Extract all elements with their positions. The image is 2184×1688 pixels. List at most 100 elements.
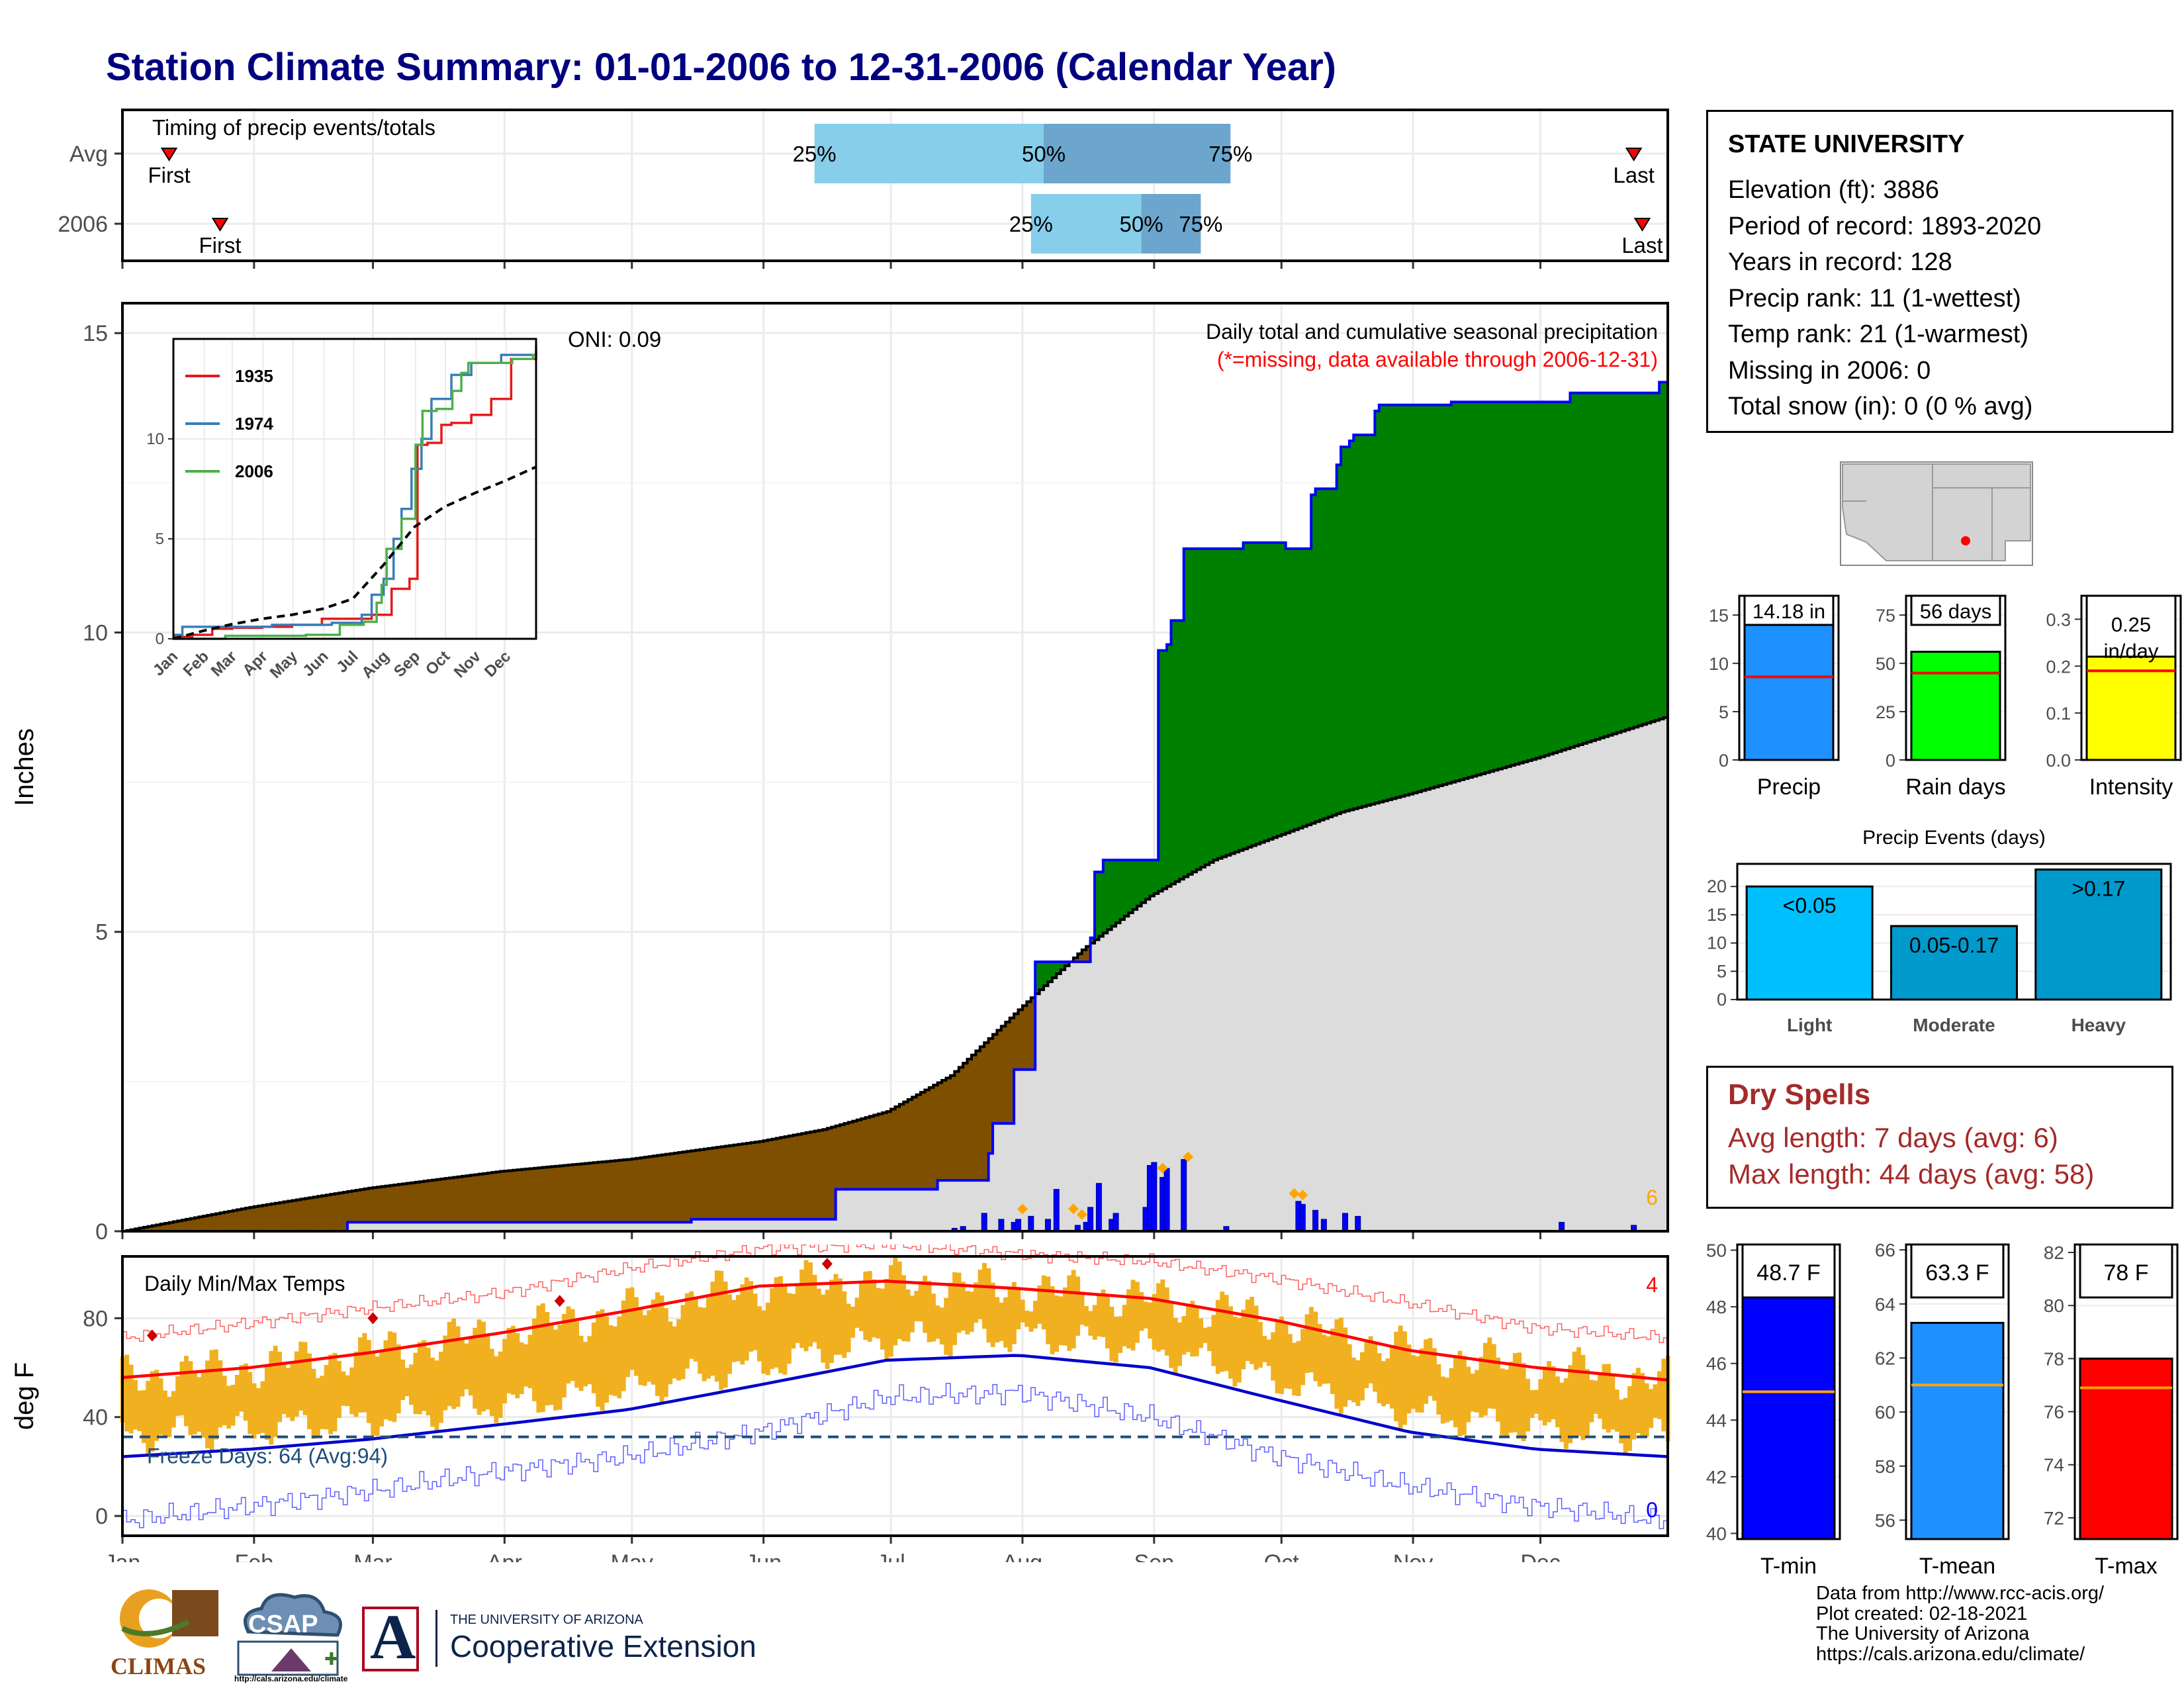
precip-below-average-segment — [283, 1201, 289, 1231]
temp-daily-bar — [353, 1351, 359, 1417]
temp-daily-bar — [549, 1324, 554, 1405]
temp-daily-bar — [587, 1336, 592, 1385]
temp-daily-bar — [939, 1307, 944, 1345]
precip-above-average-segment — [1595, 393, 1600, 739]
precip-above-average-segment — [1570, 393, 1575, 748]
events-title: Precip Events (days) — [1862, 827, 2046, 849]
temp-daily-bar — [812, 1274, 817, 1342]
summary-y-tick-label: 60 — [1875, 1402, 1895, 1423]
precip-above-average-segment — [1574, 393, 1579, 747]
temp-daily-bar — [1330, 1329, 1335, 1395]
temp-daily-bar — [1245, 1299, 1250, 1361]
precip-below-average-segment — [487, 1172, 492, 1223]
temp-daily-bar — [332, 1352, 338, 1432]
temp-daily-bar — [923, 1276, 928, 1333]
ua-block-a: A — [370, 1601, 416, 1672]
timing-last-marker — [1625, 148, 1643, 162]
temp-daily-bar — [1649, 1389, 1654, 1429]
precip-below-average-segment — [920, 1092, 926, 1190]
temp-daily-bar — [150, 1371, 155, 1452]
temp-daily-bar — [1317, 1324, 1322, 1387]
summary-y-tick-label: 5 — [1719, 702, 1729, 722]
precip-below-average-segment — [572, 1164, 577, 1223]
temp-daily-bar — [409, 1364, 414, 1405]
temp-daily-bar — [1466, 1366, 1471, 1423]
precip-below-average-segment — [759, 1141, 764, 1219]
timing-bar-q1 — [814, 124, 1044, 183]
events-bar-light — [1745, 885, 1874, 1001]
precip-above-average-segment — [1375, 410, 1380, 804]
precip-below-average-segment — [696, 1150, 701, 1219]
temp-daily-bar — [829, 1280, 834, 1363]
precip-above-average-segment — [1353, 434, 1359, 809]
precip-daily-bar — [1559, 1221, 1565, 1232]
precip-above-average-segment — [1447, 404, 1452, 784]
precip-above-average-segment — [1663, 382, 1668, 718]
precip-below-average-segment — [946, 1078, 951, 1181]
precip-above-average-segment — [1438, 404, 1443, 786]
temp-daily-bar — [341, 1371, 346, 1406]
station-precip-rank: Precip rank: 11 (1-wettest) — [1728, 284, 2021, 312]
precip-below-average-segment — [937, 1082, 942, 1181]
precip-below-average-segment — [304, 1198, 310, 1231]
temp-daily-bar — [1627, 1385, 1632, 1451]
temp-daily-bar — [909, 1295, 915, 1333]
temp-daily-bar — [205, 1360, 210, 1448]
precip-above-average-segment — [1277, 542, 1282, 837]
temp-daily-bar — [1657, 1371, 1662, 1419]
precip-below-average-segment — [984, 1043, 989, 1181]
precip-below-average-segment — [390, 1185, 395, 1223]
temp-daily-bar — [324, 1364, 329, 1430]
precip-below-average-segment — [653, 1156, 658, 1223]
summary-y-tick-label: 42 — [1706, 1467, 1727, 1487]
svg-text:✚: ✚ — [324, 1649, 339, 1669]
university-arizona-logo-icon: A — [361, 1601, 420, 1678]
temp-daily-bar — [1559, 1382, 1565, 1442]
precip-below-average-segment — [543, 1167, 548, 1223]
precip-below-average-segment — [453, 1177, 459, 1223]
precip-below-average-segment — [963, 1063, 968, 1181]
precip-below-average-segment — [165, 1223, 170, 1231]
temp-daily-bar — [672, 1326, 677, 1379]
credits: Data from http://www.rcc-acis.org/ Plot … — [1816, 1583, 2104, 1664]
precip-below-average-segment — [933, 1085, 938, 1190]
temp-daily-bar — [1185, 1305, 1191, 1352]
temp-daily-bar — [1050, 1286, 1055, 1354]
summary-y-tick-label: 10 — [1709, 654, 1729, 674]
temp-daily-bar — [1224, 1295, 1229, 1372]
precip-above-average-segment — [1349, 441, 1354, 810]
precip-below-average-segment — [738, 1144, 743, 1219]
precip-below-average-segment — [216, 1213, 221, 1231]
temp-daily-bar — [808, 1262, 813, 1347]
precip-above-average-segment — [1039, 961, 1044, 990]
temp-daily-bar — [1308, 1307, 1314, 1373]
temp-daily-bar — [960, 1282, 966, 1331]
temp-daily-bar — [1470, 1374, 1475, 1412]
temp-daily-bar — [837, 1278, 842, 1355]
temp-daily-bar — [782, 1284, 788, 1375]
temp-daily-bar — [749, 1281, 754, 1352]
precip-annotation-title: Daily total and cumulative seasonal prec… — [1206, 320, 1658, 344]
temp-daily-bar — [1266, 1339, 1271, 1366]
precip-above-average-segment — [1587, 393, 1592, 742]
timing-title: Timing of precip events/totals — [152, 115, 435, 140]
temp-daily-bar — [799, 1269, 805, 1348]
precip-below-average-segment — [538, 1168, 543, 1223]
precip-above-average-segment — [1111, 860, 1116, 927]
temp-daily-bar — [1521, 1362, 1526, 1442]
precip-below-average-segment — [381, 1186, 387, 1223]
precip-below-average-segment — [1030, 998, 1036, 1070]
timing-p75-label: 75% — [1179, 212, 1222, 236]
temp-daily-bar — [171, 1391, 176, 1428]
precip-below-average-segment — [232, 1210, 238, 1231]
temp-daily-bar — [396, 1344, 401, 1414]
temp-y-tick-label: 80 — [83, 1306, 108, 1331]
precip-above-average-segment — [1230, 548, 1236, 854]
temp-daily-bar — [154, 1370, 159, 1441]
summary-y-tick-label: 72 — [2044, 1508, 2064, 1528]
events-y-tick-label: 10 — [1707, 933, 1727, 953]
temp-daily-bar — [175, 1376, 181, 1416]
temp-daily-bar — [723, 1282, 728, 1388]
precip-above-average-segment — [1549, 402, 1554, 755]
temp-daily-bar — [1394, 1331, 1399, 1422]
